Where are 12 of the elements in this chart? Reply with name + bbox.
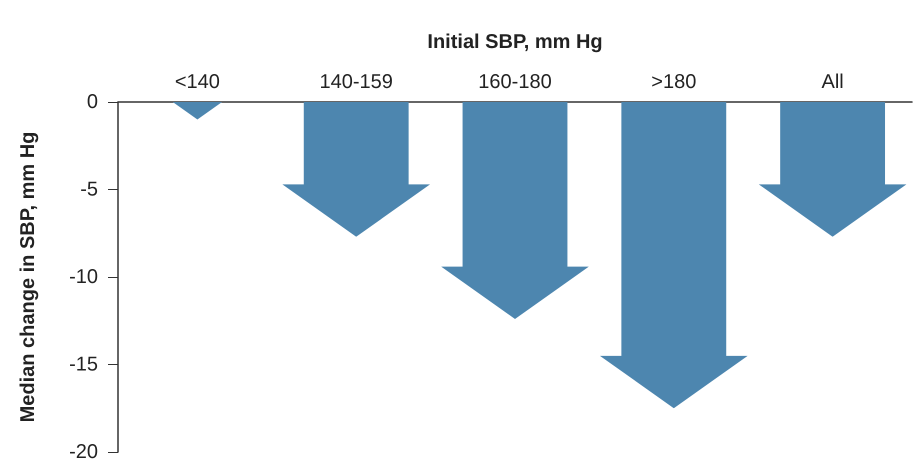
x-tick-label: All	[821, 71, 844, 93]
x-tick-label: 140-159	[319, 71, 393, 93]
y-tick-label: -15	[69, 354, 98, 376]
x-tick-label: >180	[651, 71, 696, 93]
x-axis-title: Initial SBP, mm Hg	[427, 31, 603, 53]
y-axis-title: Median change in SBP, mm Hg	[17, 132, 39, 422]
x-tick-label: 160-180	[478, 71, 552, 93]
y-tick-label: -10	[69, 266, 98, 288]
y-tick-label: -20	[69, 441, 98, 462]
y-tick-label: -5	[80, 178, 98, 200]
y-tick-label: 0	[86, 91, 98, 113]
x-tick-label: <140	[174, 71, 220, 93]
